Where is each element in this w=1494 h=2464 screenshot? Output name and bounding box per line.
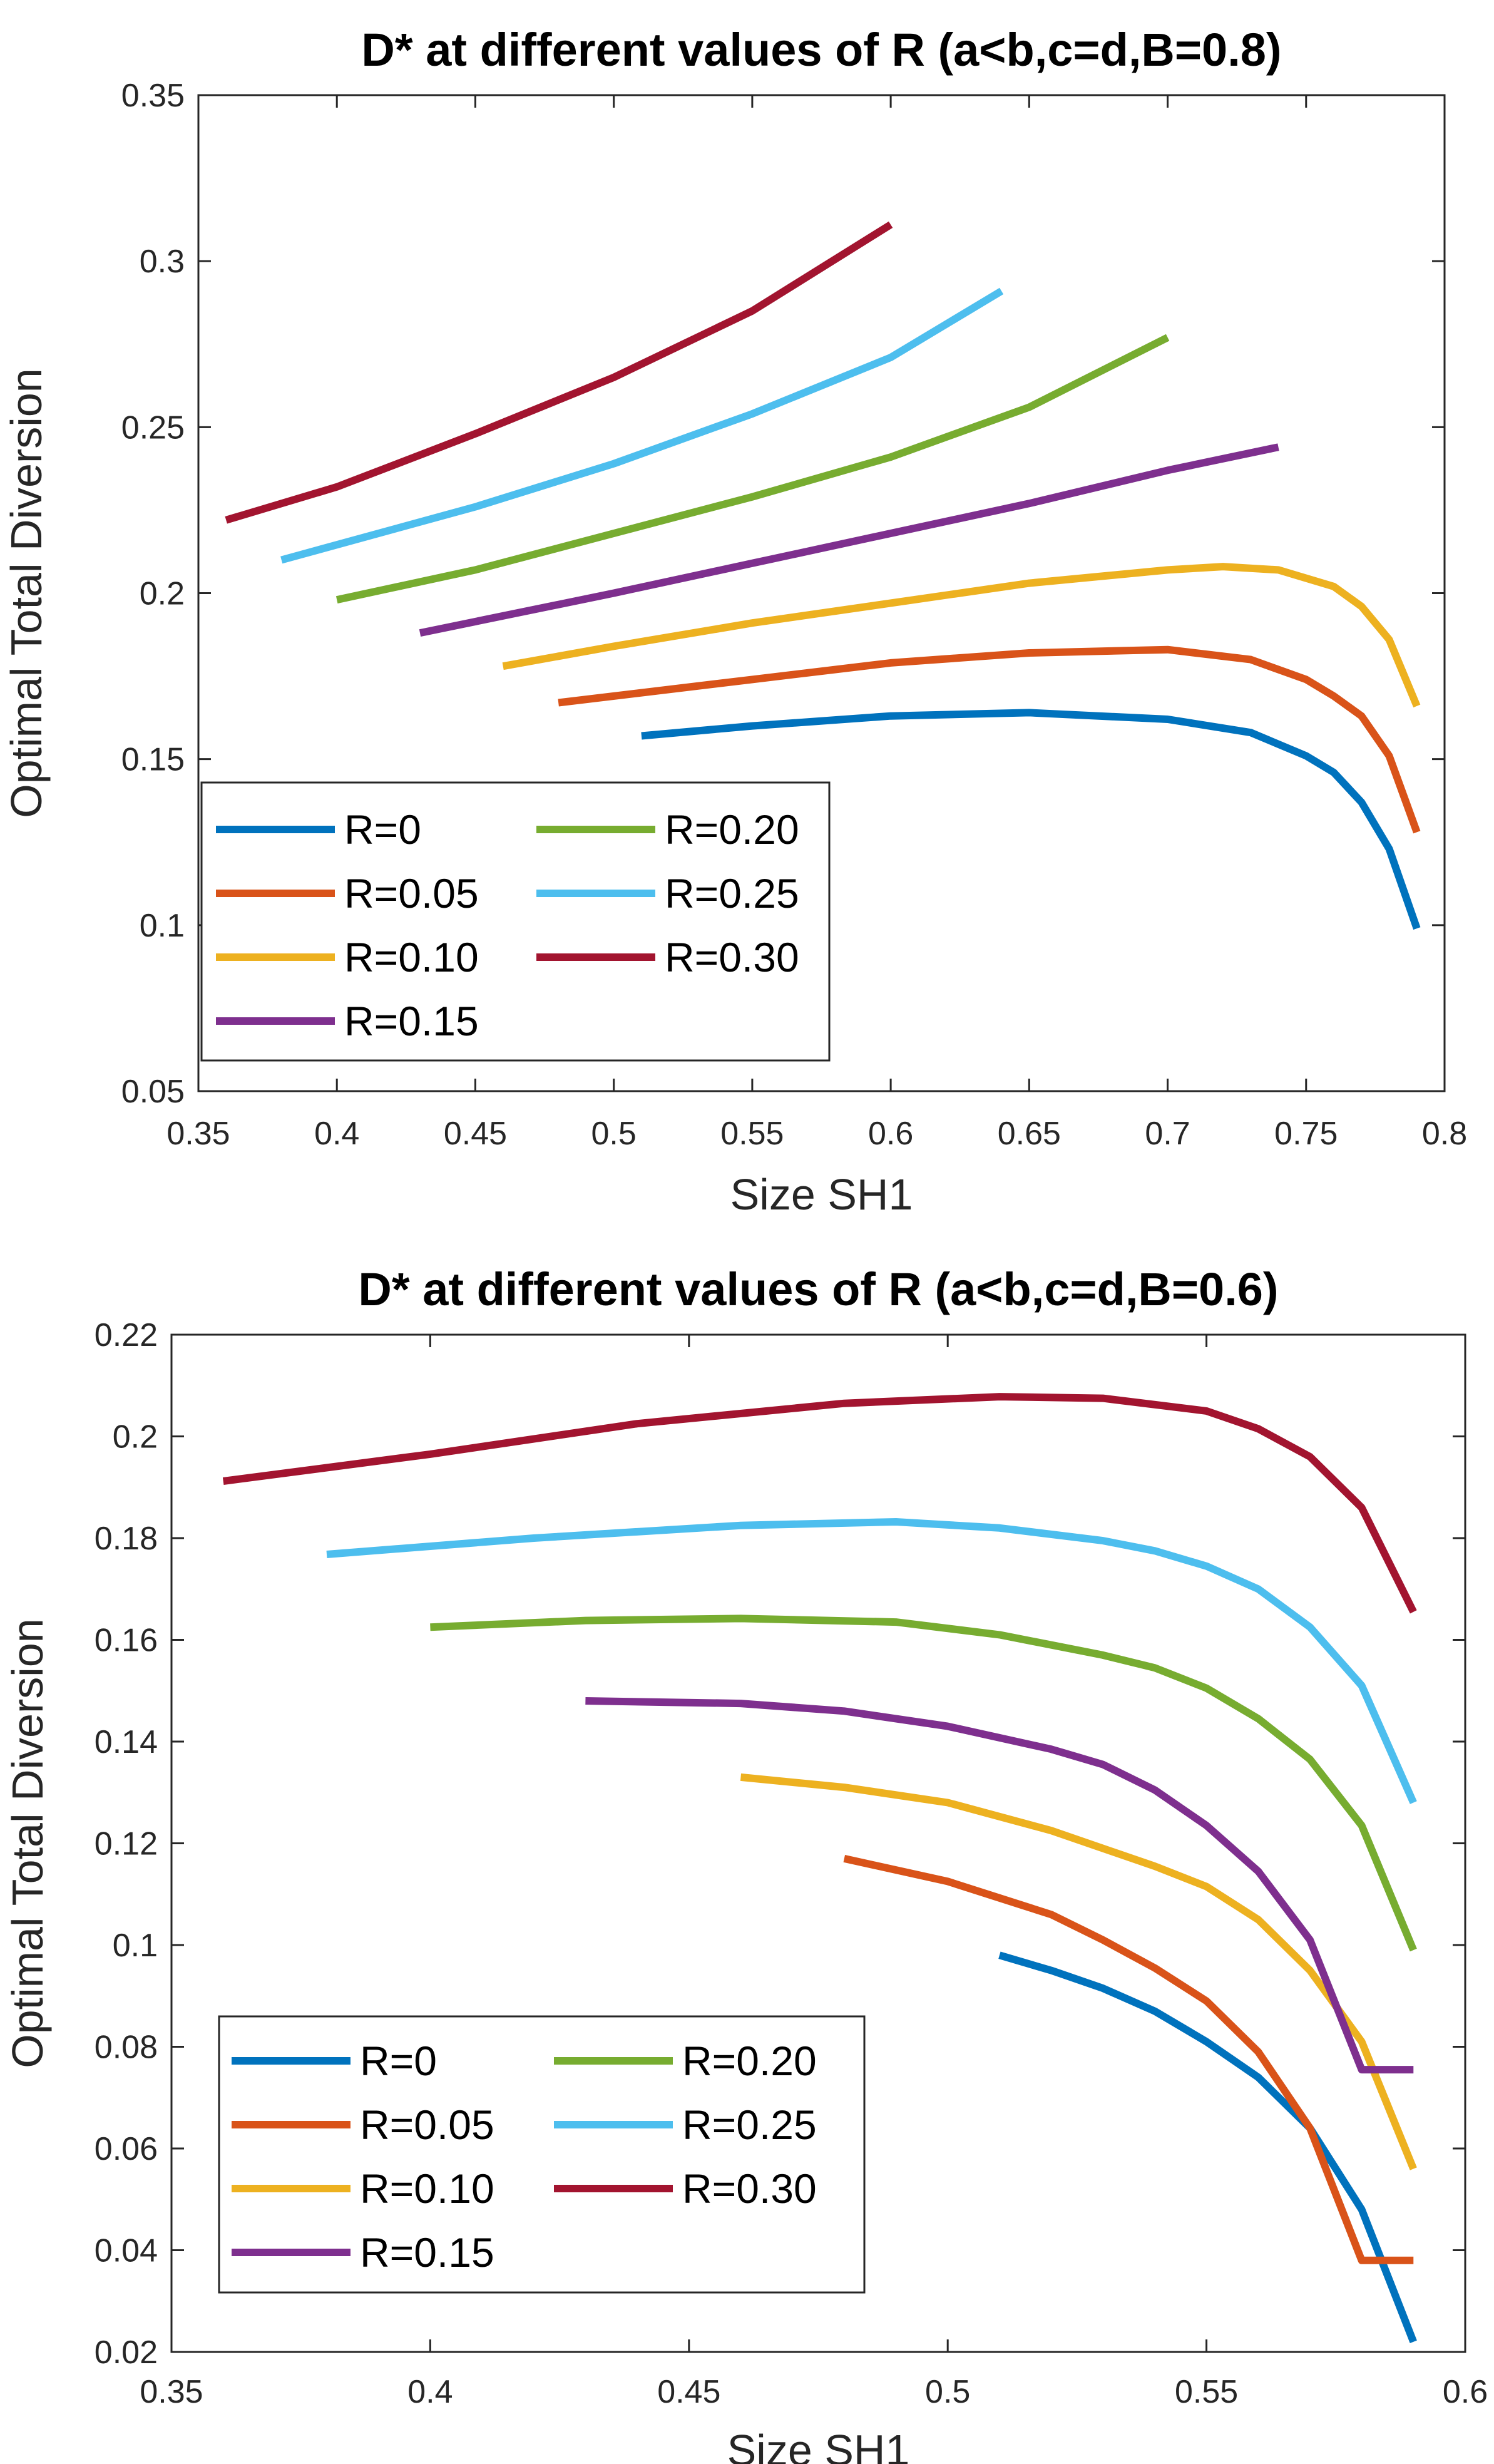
y-tick-label: 0.12 bbox=[95, 1826, 158, 1862]
x-tick-label: 0.6 bbox=[868, 1116, 913, 1152]
x-tick-label: 0.35 bbox=[140, 2374, 203, 2410]
chart-panel-1: 0.35 0.4 0.45 0.5 0.55 0.6 0.65 0.7 0.75 0.8 0.05 0… bbox=[2, 24, 1467, 1219]
legend-label: R=0.25 bbox=[682, 2102, 817, 2148]
y-tick-label: 0.2 bbox=[113, 1419, 158, 1455]
y-axis-label: Optimal Total Diversion bbox=[2, 368, 51, 818]
y-tick-label: 0.3 bbox=[140, 244, 185, 280]
y-tick-label: 0.1 bbox=[113, 1928, 158, 1964]
chart-panel-2: 0.35 0.4 0.45 0.5 0.55 0.6 0.02 0.04 0.06 0.08 0.1… bbox=[3, 1263, 1488, 2464]
x-axis-label: Size SH1 bbox=[730, 1170, 913, 1219]
legend-label: R=0.15 bbox=[344, 998, 479, 1044]
series-line-r-0-20 bbox=[430, 1614, 1417, 1952]
legend: R=0 R=0.05 R=0.10 R=0.15 R=0.20 R=0.25 R=0.30 bbox=[218, 2015, 866, 2294]
legend-label: R=0 bbox=[344, 806, 421, 853]
y-tick-label: 0.35 bbox=[121, 78, 185, 114]
x-tick-label: 0.4 bbox=[407, 2374, 453, 2410]
series-line-r-0-25 bbox=[326, 1518, 1417, 1804]
y-tick-label: 0.02 bbox=[95, 2334, 158, 2371]
y-tick-label: 0.2 bbox=[140, 576, 185, 612]
series-line-r-0-30 bbox=[225, 221, 893, 524]
y-tick-label: 0.05 bbox=[121, 1074, 185, 1110]
legend-label: R=0.10 bbox=[360, 2165, 494, 2212]
x-tick-label: 0.4 bbox=[314, 1116, 359, 1152]
y-tick-label: 0.1 bbox=[140, 908, 185, 944]
chart-title: D* at different values of R (a<b,c=d,B=0… bbox=[361, 24, 1281, 76]
y-tick-label: 0.16 bbox=[95, 1623, 158, 1659]
series-line-r-0-15 bbox=[585, 1697, 1414, 2074]
y-tick-label: 0.18 bbox=[95, 1521, 158, 1557]
x-tick-label: 0.7 bbox=[1145, 1116, 1190, 1152]
x-tick-label: 0.45 bbox=[657, 2374, 720, 2410]
x-tick-label: 0.6 bbox=[1443, 2374, 1488, 2410]
y-tick-label: 0.04 bbox=[95, 2233, 158, 2269]
series-line-r-0-25 bbox=[280, 287, 1004, 564]
x-tick-label: 0.8 bbox=[1422, 1116, 1467, 1152]
y-tick-label: 0.14 bbox=[95, 1724, 158, 1760]
x-tick-label: 0.55 bbox=[1175, 2374, 1238, 2410]
series-line-r-0-15 bbox=[419, 443, 1279, 637]
y-tick-label: 0.25 bbox=[121, 409, 185, 446]
x-tick-label: 0.65 bbox=[998, 1116, 1061, 1152]
x-tick-label: 0.5 bbox=[591, 1116, 637, 1152]
legend-label: R=0.05 bbox=[344, 870, 479, 916]
y-tick-label: 0.15 bbox=[121, 742, 185, 778]
y-axis-label: Optimal Total Diversion bbox=[3, 1618, 52, 2068]
x-tick-label: 0.45 bbox=[444, 1116, 507, 1152]
legend-label: R=0.10 bbox=[344, 934, 479, 980]
y-tick-label: 0.22 bbox=[95, 1317, 158, 1353]
legend-label: R=0.30 bbox=[665, 934, 799, 980]
legend-label: R=0.05 bbox=[360, 2102, 494, 2148]
legend: R=0 R=0.05 R=0.10 R=0.15 R=0.20 R=0.25 R=0.30 bbox=[200, 781, 831, 1062]
x-tick-label: 0.35 bbox=[166, 1116, 230, 1152]
legend-label: R=0 bbox=[360, 2038, 437, 2084]
legend-label: R=0.20 bbox=[665, 806, 799, 853]
legend-label: R=0.15 bbox=[360, 2229, 494, 2276]
series-line-r-0-05 bbox=[558, 645, 1421, 834]
x-axis-label: Size SH1 bbox=[727, 2426, 910, 2464]
chart-title: D* at different values of R (a<b,c=d,B=0… bbox=[358, 1263, 1278, 1315]
y-tick-label: 0.08 bbox=[95, 2030, 158, 2066]
legend-label: R=0.20 bbox=[682, 2038, 817, 2084]
x-tick-label: 0.55 bbox=[720, 1116, 784, 1152]
legend-label: R=0.30 bbox=[682, 2165, 817, 2212]
x-tick-label: 0.75 bbox=[1274, 1116, 1338, 1152]
legend-label: R=0.25 bbox=[665, 870, 799, 916]
series-line-r-0-20 bbox=[335, 334, 1170, 603]
series-line-r-0-05 bbox=[843, 1855, 1414, 2264]
series-line-r-0 bbox=[641, 709, 1421, 930]
y-tick-label: 0.06 bbox=[95, 2131, 158, 2167]
series-line-r-0-10 bbox=[502, 563, 1421, 708]
x-tick-label: 0.5 bbox=[925, 2374, 970, 2410]
series-line-r-0 bbox=[998, 1951, 1417, 2343]
series-line-r-0-30 bbox=[222, 1393, 1417, 1614]
